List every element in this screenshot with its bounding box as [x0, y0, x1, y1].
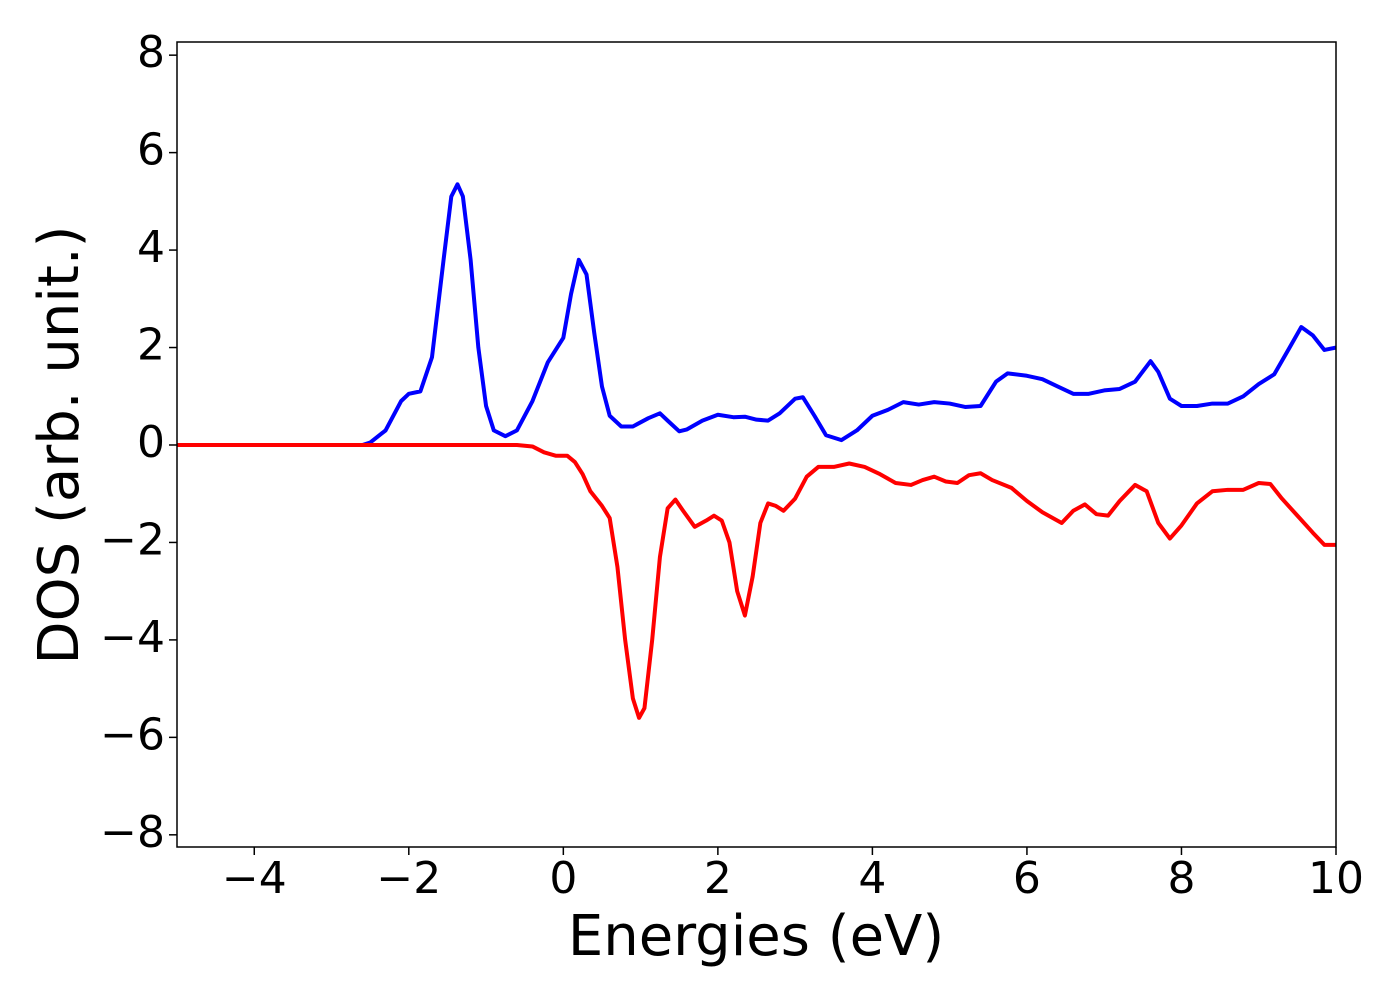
y-tick-label: −8: [100, 807, 165, 858]
x-axis-label: Energies (eV): [568, 904, 944, 969]
y-tick-label: −4: [100, 612, 165, 663]
x-tick-label: 0: [549, 853, 577, 904]
y-tick-label: −2: [100, 514, 165, 565]
x-tick-label: 8: [1167, 853, 1195, 904]
y-tick-label: 8: [137, 27, 165, 78]
y-tick-label: −6: [100, 709, 165, 760]
series-line: [177, 442, 1336, 720]
y-tick-label: 2: [137, 320, 165, 371]
y-axis-label: DOS (arb. unit.): [27, 225, 92, 664]
x-tick-label: 10: [1308, 853, 1364, 904]
x-tick-label: −4: [222, 853, 287, 904]
plot-frame: [176, 41, 1337, 848]
series-line: [177, 182, 1336, 447]
x-tick-label: 2: [704, 853, 732, 904]
x-tick-label: 4: [858, 853, 886, 904]
y-tick-label: 0: [137, 417, 165, 468]
x-tick-label: −2: [376, 853, 441, 904]
y-tick-label: 6: [137, 125, 165, 176]
x-tick-label: 6: [1013, 853, 1041, 904]
y-tick-label: 4: [137, 222, 165, 273]
